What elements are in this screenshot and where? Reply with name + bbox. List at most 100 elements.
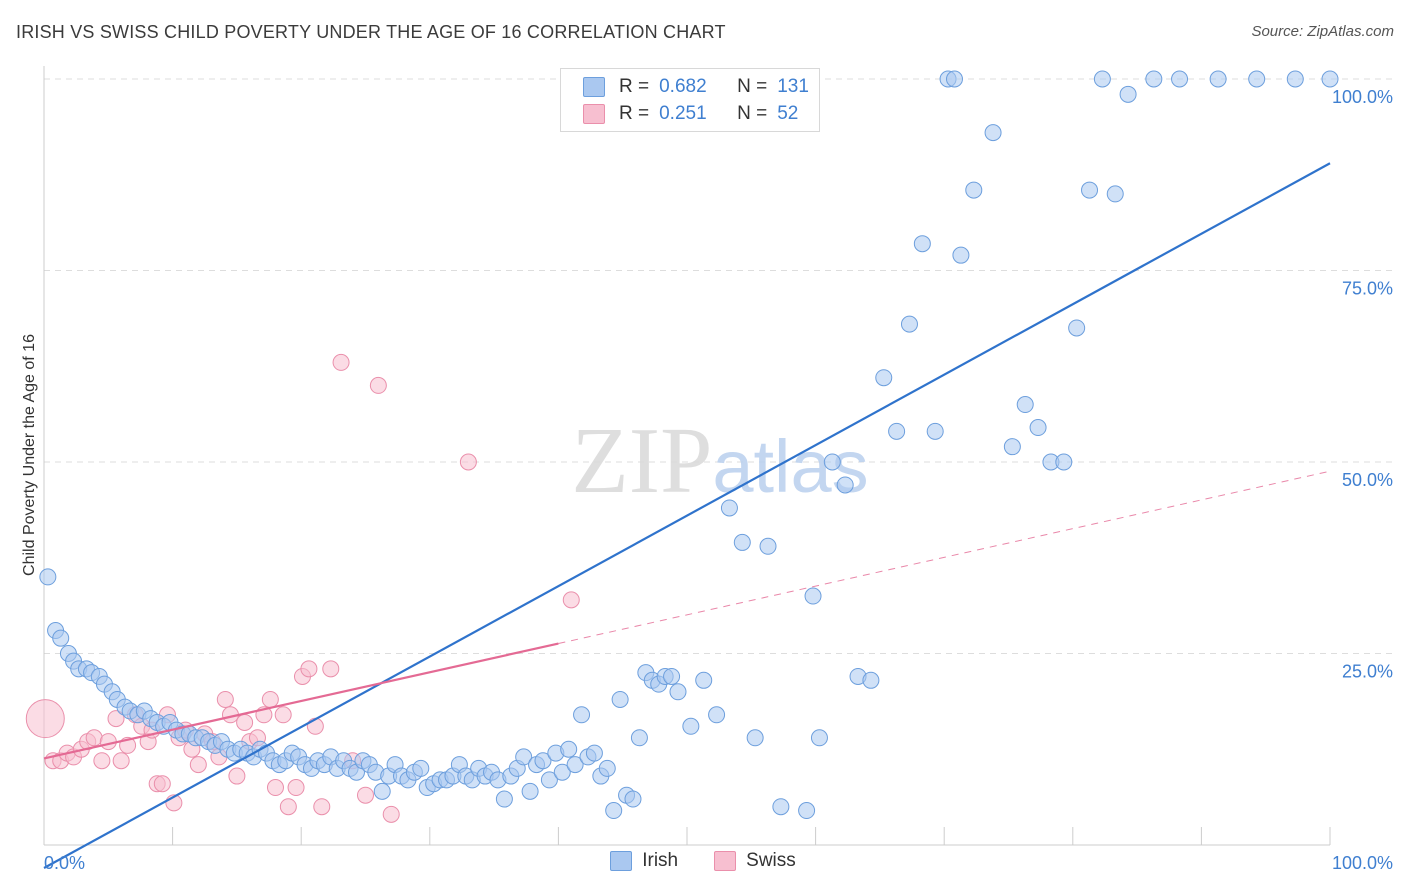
legend-n-value: 131 (777, 76, 809, 97)
legend-row-irish: R = 0.682 N = 131 (561, 73, 809, 101)
swiss-point (300, 660, 318, 678)
swiss-point (369, 376, 387, 394)
irish-point (733, 533, 751, 551)
swiss-point (322, 660, 340, 678)
irish-point (695, 671, 713, 689)
irish-point (1093, 70, 1111, 88)
irish-point (984, 124, 1002, 142)
swiss-point (189, 756, 207, 774)
irish-point (52, 629, 70, 647)
swiss-point (306, 717, 324, 735)
irish-point (566, 756, 584, 774)
legend-swiss-label: Swiss (746, 850, 796, 871)
irish-point (1003, 438, 1021, 456)
irish-point (605, 802, 623, 820)
irish-point (798, 802, 816, 820)
legend-n-value: 52 (777, 103, 799, 124)
y-tick-label: 100.0% (1332, 87, 1393, 107)
irish-point (804, 587, 822, 605)
swiss-point (357, 786, 374, 804)
legend-r-value: 0.251 (659, 103, 707, 124)
legend-n-label: N = (737, 76, 768, 97)
swiss-point (459, 453, 477, 471)
x-tick-label: 0.0% (44, 853, 85, 873)
irish-point (1119, 85, 1137, 103)
irish-point (862, 671, 880, 689)
irish-point (585, 744, 603, 762)
irish-point (663, 667, 681, 685)
series-legend: Irish Swiss (0, 850, 1406, 872)
legend-n-label: N = (737, 103, 768, 124)
irish-point (598, 759, 616, 777)
swiss-point (228, 767, 246, 785)
irish-point (913, 235, 931, 253)
tick-labels: 25.0% 50.0% 75.0% 100.0% 0.0% 100.0% (44, 87, 1393, 873)
irish-point (495, 790, 513, 808)
swiss-point (287, 779, 305, 797)
legend-item-swiss: Swiss (714, 850, 796, 872)
swiss-point (93, 752, 111, 770)
irish-point (515, 748, 533, 766)
swiss-point (266, 779, 284, 797)
irish-swatch (610, 851, 633, 871)
chart-title: IRISH VS SWISS CHILD POVERTY UNDER THE A… (16, 22, 726, 42)
irish-points (39, 70, 1339, 820)
irish-point (560, 740, 578, 758)
swiss-point (236, 713, 254, 731)
swiss-point (562, 591, 580, 609)
irish-point (965, 181, 983, 199)
irish-point (945, 70, 963, 88)
irish-point (373, 782, 391, 800)
trend-lines (43, 162, 1331, 869)
irish-point (708, 706, 726, 724)
irish-point (630, 729, 648, 747)
irish-point (952, 246, 970, 264)
irish-point (553, 763, 571, 781)
irish-point (412, 759, 430, 777)
irish-point (1016, 396, 1034, 414)
source-label: Source: ZipAtlas.com (1251, 23, 1394, 40)
legend-r-label: R = (619, 76, 650, 97)
y-tick-label: 50.0% (1342, 470, 1393, 490)
irish-point (521, 782, 539, 800)
irish-point (39, 568, 57, 586)
swiss-point (153, 775, 171, 793)
y-tick-label: 75.0% (1342, 279, 1393, 299)
irish-point (875, 369, 893, 387)
swiss-point (261, 690, 279, 708)
swiss-point (112, 752, 130, 770)
irish-point (1029, 419, 1047, 437)
swiss-point (99, 733, 117, 751)
irish-swatch (583, 77, 605, 97)
irish-point (772, 798, 790, 816)
legend-item-irish: Irish (610, 850, 678, 872)
irish-point (1106, 185, 1124, 203)
irish-point (682, 717, 700, 735)
irish-point (746, 729, 764, 747)
irish-point (1081, 181, 1099, 199)
irish-point (900, 315, 918, 333)
swiss-point (25, 699, 65, 739)
irish-point (1321, 70, 1339, 88)
legend-irish-label: Irish (642, 850, 679, 871)
irish-trend-line (43, 162, 1331, 869)
irish-point (534, 752, 552, 770)
irish-point (1209, 70, 1227, 88)
watermark: ZIPatlas (571, 409, 868, 513)
swiss-point (107, 710, 125, 728)
swiss-trend-line (43, 642, 559, 760)
irish-point (669, 683, 687, 701)
grid-lines (44, 78, 1394, 654)
irish-point (624, 790, 642, 808)
irish-point (1068, 319, 1086, 337)
swiss-trend-extension (558, 470, 1331, 645)
swiss-point (85, 729, 103, 747)
swiss-point (332, 353, 350, 371)
x-tick-label: 100.0% (1332, 853, 1393, 873)
swiss-point (216, 690, 234, 708)
swiss-point (279, 798, 297, 816)
irish-point (810, 729, 828, 747)
irish-point (1248, 70, 1266, 88)
swiss-swatch (583, 104, 605, 124)
